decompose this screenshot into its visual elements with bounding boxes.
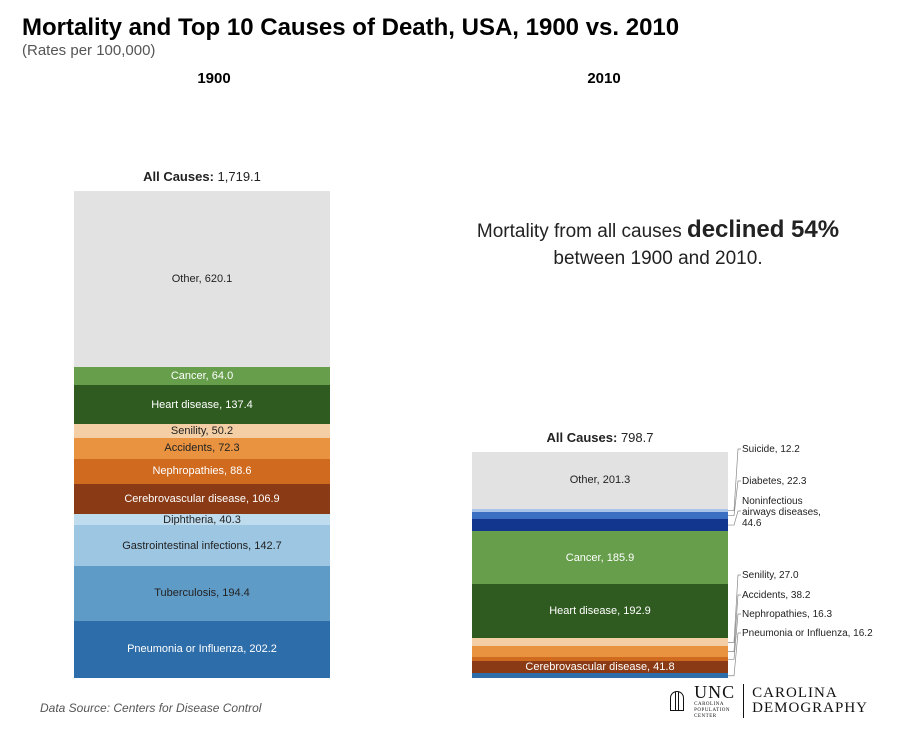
side-label: Diabetes, 22.3 [742, 476, 807, 487]
chart-1900: All Causes: 1,719.1Other, 620.1Cancer, 6… [74, 191, 330, 678]
segment [472, 646, 728, 657]
side-label: Pneumonia or Influenza, 16.2 [742, 628, 873, 639]
segment [472, 638, 728, 646]
unc-logo-text: UNC CAROLINA POPULATION CENTER [694, 683, 735, 719]
total-label: All Causes: 798.7 [472, 430, 728, 445]
segment [472, 673, 728, 678]
unc-big: UNC [694, 683, 735, 701]
segment: Gastrointestinal infections, 142.7 [74, 525, 330, 565]
segment: Other, 620.1 [74, 191, 330, 366]
year-2010-heading: 2010 [564, 70, 644, 87]
unc-small-1: CAROLINA [694, 702, 735, 707]
segment: Cerebrovascular disease, 106.9 [74, 484, 330, 514]
side-label: Noninfectiousairways diseases,44.6 [742, 496, 821, 529]
callout-line1-pre: Mortality from all causes [477, 221, 687, 242]
segment: Other, 201.3 [472, 452, 728, 509]
segment: Diphtheria, 40.3 [74, 514, 330, 525]
logo-block: UNC CAROLINA POPULATION CENTER Carolina … [670, 683, 868, 719]
unc-building-icon [670, 691, 684, 711]
segment: Cerebrovascular disease, 41.8 [472, 661, 728, 673]
segment: Nephropathies, 88.6 [74, 459, 330, 484]
cd-line-1: Carolina [752, 686, 868, 701]
cd-line-2: Demography [752, 701, 868, 716]
segment: Cancer, 64.0 [74, 367, 330, 385]
side-label: Suicide, 12.2 [742, 444, 800, 455]
page-title: Mortality and Top 10 Causes of Death, US… [22, 14, 679, 42]
callout-line2: between 1900 and 2010. [553, 248, 762, 269]
segment: Accidents, 72.3 [74, 438, 330, 458]
segment: Heart disease, 192.9 [472, 584, 728, 639]
side-label: Nephropathies, 16.3 [742, 609, 832, 620]
side-labels: Suicide, 12.2Diabetes, 22.3Noninfectious… [742, 452, 900, 678]
total-label: All Causes: 1,719.1 [74, 169, 330, 184]
side-label: Senility, 27.0 [742, 570, 799, 581]
chart-2010: All Causes: 798.7Other, 201.3Cancer, 185… [472, 452, 728, 678]
side-label: Accidents, 38.2 [742, 590, 810, 601]
segment: Tuberculosis, 194.4 [74, 566, 330, 621]
callout-line1-bold: declined 54% [687, 216, 839, 243]
page-subtitle: (Rates per 100,000) [22, 42, 155, 59]
segment [472, 519, 728, 532]
callout-text: Mortality from all causes declined 54% b… [438, 214, 878, 272]
logo-separator [743, 684, 744, 718]
year-1900-heading: 1900 [174, 70, 254, 87]
segment: Senility, 50.2 [74, 424, 330, 438]
carolina-demography-text: Carolina Demography [752, 686, 868, 716]
data-source: Data Source: Centers for Disease Control [40, 701, 261, 715]
segment: Cancer, 185.9 [472, 531, 728, 584]
segment: Pneumonia or Influenza, 202.2 [74, 621, 330, 678]
unc-small-2: POPULATION [694, 708, 735, 713]
unc-small-3: CENTER [694, 714, 735, 719]
segment: Heart disease, 137.4 [74, 385, 330, 424]
